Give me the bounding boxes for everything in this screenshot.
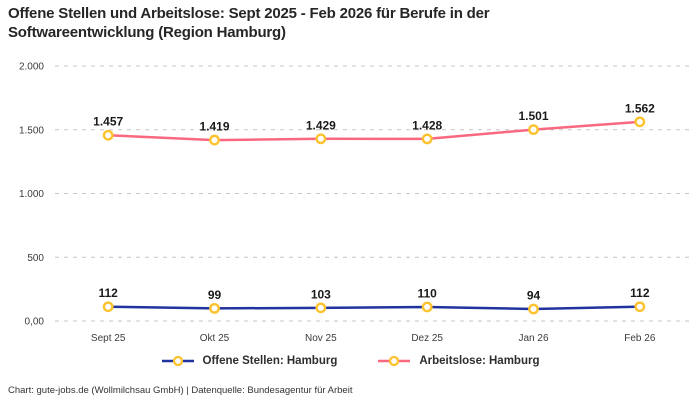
data-label: 1.501	[518, 109, 548, 123]
x-tick-label: Dez 25	[411, 333, 443, 344]
series-line	[106, 120, 642, 142]
data-point-marker	[102, 301, 114, 313]
data-point-marker	[315, 302, 327, 314]
series-line	[106, 305, 642, 311]
data-label: 1.457	[93, 115, 123, 129]
chart-title: Offene Stellen und Arbeitslose: Sept 202…	[8, 4, 490, 42]
source-attribution: Chart: gute-jobs.de (Wollmilchsau GmbH) …	[8, 385, 353, 396]
data-point-marker	[209, 134, 220, 146]
data-point-marker	[209, 302, 220, 314]
data-point-marker	[634, 116, 646, 128]
data-label: 103	[311, 287, 331, 301]
data-label: 1.429	[306, 118, 336, 132]
x-tick-label: Okt 25	[200, 333, 230, 344]
data-point-marker	[634, 301, 646, 313]
chart-title-line1: Offene Stellen und Arbeitslose: Sept 202…	[8, 5, 490, 22]
data-label: 1.562	[625, 101, 655, 115]
y-tick-label: 1.000	[19, 189, 44, 200]
data-label: 1.419	[199, 120, 229, 134]
chart-title-line2: Softwareentwicklung (Region Hamburg)	[8, 24, 286, 41]
legend-item-offene-stellen: Offene Stellen: Hamburg	[161, 355, 338, 367]
data-label: 94	[527, 289, 541, 303]
data-label: 112	[630, 286, 650, 300]
legend-line-marker-icon	[378, 355, 411, 367]
y-tick-label: 1.500	[19, 125, 44, 136]
data-point-marker	[421, 133, 433, 145]
data-label: 110	[417, 286, 437, 300]
legend-label-arbeitslose: Arbeitslose: Hamburg	[419, 355, 540, 367]
x-tick-label: Nov 25	[305, 333, 337, 344]
data-point-marker	[528, 303, 539, 315]
y-tick-label: 500	[27, 253, 44, 264]
chart-canvas: 0,00 500 1.000 1.500 2.000 Sept 25 Okt 25 Nov 2…	[19, 62, 693, 344]
legend-item-arbeitslose: Arbeitslose: Hamburg	[377, 355, 539, 367]
data-point-marker	[102, 129, 114, 141]
x-tick-label: Feb 26	[624, 333, 656, 344]
data-point-marker	[421, 301, 433, 313]
data-label: 99	[208, 288, 222, 302]
data-point-marker	[315, 133, 327, 145]
data-label: 112	[98, 286, 118, 300]
y-tick-label: 0,00	[25, 317, 45, 328]
legend-line-marker-icon	[161, 355, 194, 367]
y-tick-label: 2.000	[19, 62, 44, 73]
legend-label-offene-stellen: Offene Stellen: Hamburg	[202, 355, 338, 367]
legend: Offene Stellen: Hamburg Arbeitslose: Ham…	[0, 355, 700, 367]
x-tick-label: Sept 25	[91, 333, 126, 344]
data-label: 1.428	[412, 118, 442, 132]
x-tick-label: Jan 26	[518, 333, 548, 344]
data-point-marker	[528, 124, 539, 136]
